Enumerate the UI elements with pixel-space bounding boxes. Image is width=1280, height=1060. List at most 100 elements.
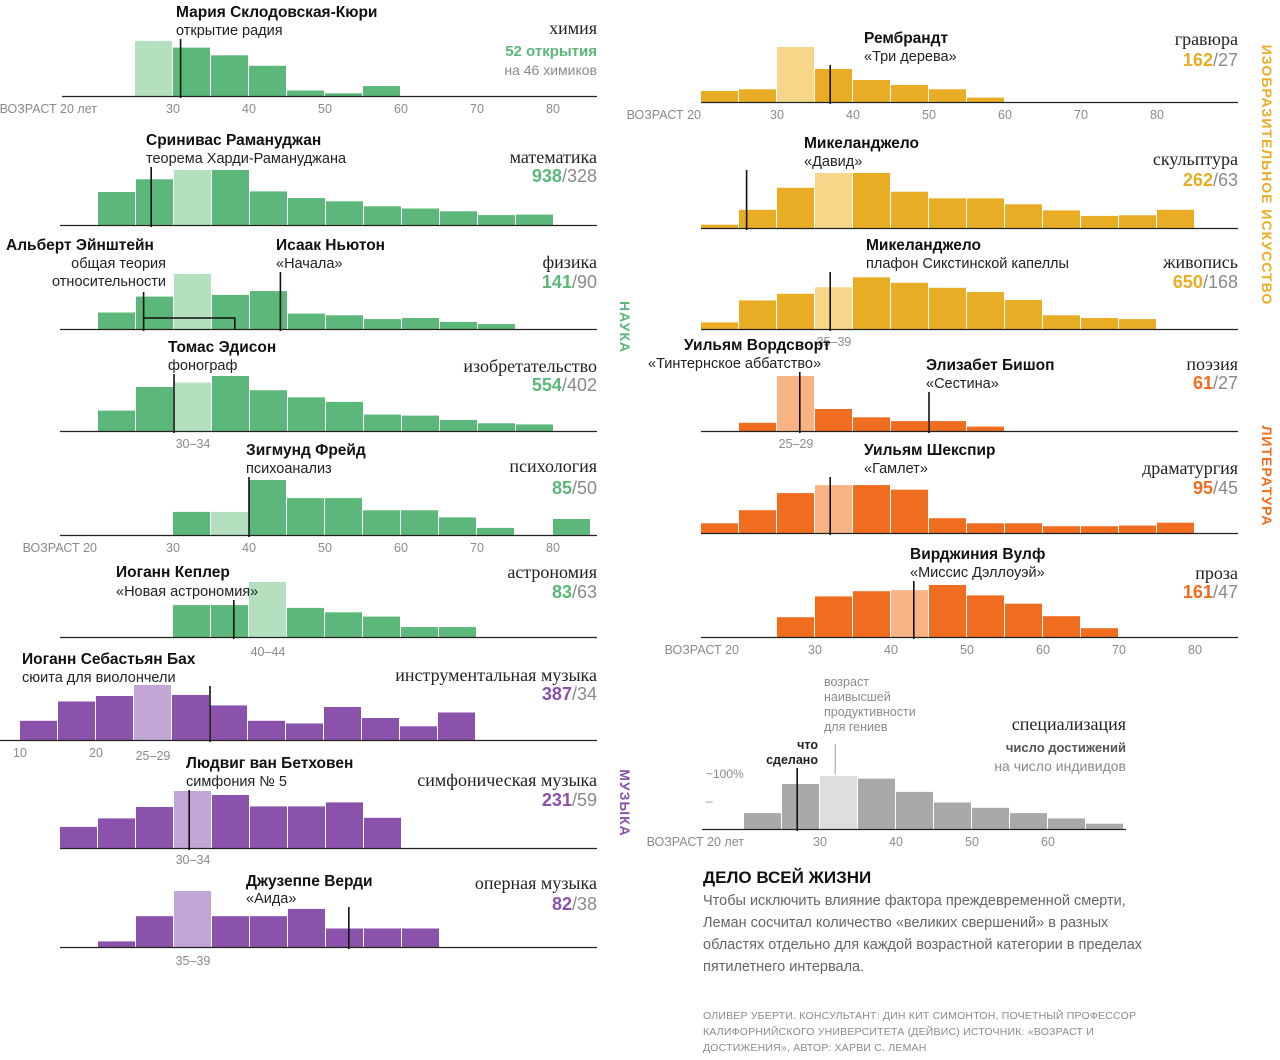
bar-physics-35 (212, 294, 249, 329)
person-name-chemistry: Мария Склодовская-Кюри (176, 4, 377, 21)
count-sub-poetry: /27 (1213, 373, 1238, 393)
tick-label-legend-40: 40 (889, 835, 903, 849)
bar-sculpture-60 (1005, 204, 1042, 228)
tick-label-chemistry-50: 50 (318, 102, 332, 116)
bar-poetry-30 (815, 409, 852, 431)
work-label-line-1: что (797, 738, 818, 752)
tick-label-psychology-40: 40 (242, 541, 256, 555)
domain-label-literature: ЛИТЕРАТУРА (1259, 426, 1275, 527)
tick-label-legend-20: ВОЗРАСТ 20 лет (647, 835, 745, 849)
domain-label-music: МУЗЫКА (617, 769, 633, 837)
bar-instrumental-50 (324, 707, 361, 740)
tick-label-engraving-70: 70 (1074, 108, 1088, 122)
count-main-instrumental: 387 (542, 684, 572, 704)
bar-engraving-25 (739, 89, 776, 102)
bar-prose-35 (853, 591, 890, 637)
bar-sculpture-80 (1157, 209, 1194, 228)
person-name-poetry: Уильям Вордсворт (684, 337, 831, 354)
explanation-title: ДЕЛО ВСЕЙ ЖИЗНИ (703, 868, 872, 887)
tick-label-chemistry-20: ВОЗРАСТ 20 лет (0, 102, 97, 116)
bar-legend-30 (820, 776, 857, 829)
bar-legend-50 (972, 807, 1009, 829)
work-title-invention: фонограф (168, 358, 237, 374)
tick-label-engraving-40: 40 (846, 108, 860, 122)
bar-painting-70 (1081, 318, 1118, 329)
bar-opera-50 (288, 908, 325, 947)
bar-invention-40 (250, 390, 287, 431)
count-astronomy: 83/63 (552, 582, 597, 602)
field-title-engraving: гравюра (1175, 29, 1238, 49)
person-name-psychology: Зигмунд Фрейд (246, 442, 366, 459)
count-sub-sculpture: /63 (1213, 170, 1238, 190)
tick-label-prose-30: 30 (808, 643, 822, 657)
bar-symphonic-25 (98, 818, 135, 848)
bar-astronomy-30 (173, 605, 210, 637)
person-name-engraving: Рембрандт (864, 30, 948, 47)
bar-psychology-80 (553, 519, 590, 535)
range-label-invention: 30–34 (176, 437, 211, 451)
bar-physics-60 (402, 318, 439, 329)
count-main-poetry: 61 (1193, 373, 1213, 393)
count-main-invention: 554 (532, 375, 562, 395)
count-poetry: 61/27 (1193, 373, 1238, 393)
field-title-invention: изобретательство (463, 356, 597, 376)
work2-title-physics: «Начала» (276, 256, 343, 272)
person2-name-poetry: Элизабет Бишоп (926, 357, 1054, 374)
count-symphonic: 231/59 (542, 790, 597, 810)
count-painting: 650/168 (1173, 272, 1238, 292)
work-label-line-2: сделано (766, 753, 818, 767)
bar-legend-65 (1086, 823, 1123, 829)
count-sub-astronomy: /63 (572, 582, 597, 602)
peak-label-line-2: наивысшей (824, 690, 891, 704)
peak-label-legend: возраст наивысшей продуктивности для гениев (824, 675, 916, 734)
person-name-painting: Микеланджело (866, 237, 981, 254)
bar-instrumental-30 (172, 694, 209, 740)
bar-poetry-50 (967, 426, 1004, 431)
bar-drama-35 (815, 485, 852, 533)
bar-legend-35 (858, 778, 895, 829)
count-engraving: 162/27 (1183, 50, 1238, 70)
bar-invention-75 (516, 424, 553, 431)
bar-psychology-65 (439, 517, 476, 535)
count-sub-chemistry: на 46 химиков (504, 62, 597, 78)
bar-symphonic-40 (212, 795, 249, 848)
tick-label-engraving-50: 50 (922, 108, 936, 122)
bar-engraving-50 (929, 89, 966, 102)
bar-mathematics-45 (288, 198, 325, 225)
bar-legend-40 (896, 791, 933, 829)
tick-label-prose-60: 60 (1036, 643, 1050, 657)
bar-instrumental-15 (58, 701, 95, 740)
bar-legend-25 (782, 784, 819, 829)
count-sub-prose: /47 (1213, 582, 1238, 602)
bar-prose-25 (777, 617, 814, 637)
bar-chemistry-50 (325, 93, 362, 97)
bar-physics-70 (478, 324, 515, 330)
person-name-opera: Джузеппе Верди (246, 873, 372, 890)
person-name-sculpture: Микеланджело (804, 135, 919, 152)
tick-label-engraving-30: 30 (770, 108, 784, 122)
bar-engraving-40 (853, 80, 890, 102)
bar-sculpture-30 (777, 187, 814, 228)
bar-instrumental-35 (210, 705, 247, 740)
bar-mathematics-20 (98, 192, 135, 225)
count-sub-painting: /168 (1203, 272, 1238, 292)
tick-label-chemistry-30: 30 (166, 102, 180, 116)
y-label-legend: ~100% (706, 767, 744, 781)
person2-name-physics: Исаак Ньютон (276, 237, 385, 254)
bar-invention-65 (440, 420, 477, 431)
tick-label-prose-40: 40 (884, 643, 898, 657)
bar-sculpture-50 (929, 198, 966, 228)
peak-label-line-1: возраст (824, 675, 869, 689)
count-prose: 161/47 (1183, 582, 1238, 602)
bar-prose-30 (815, 596, 852, 637)
tick-label-chemistry-60: 60 (394, 102, 408, 116)
range-label-symphonic: 30–34 (176, 853, 211, 867)
tick-label-psychology-70: 70 (470, 541, 484, 555)
count-instrumental: 387/34 (542, 684, 597, 704)
bar-painting-60 (1005, 299, 1042, 330)
bar-instrumental-55 (362, 718, 399, 740)
bar-painting-55 (967, 292, 1004, 329)
bar-opera-30 (136, 916, 173, 947)
bar-psychology-40 (249, 480, 286, 535)
work2-title-poetry: «Сестина» (926, 376, 999, 392)
